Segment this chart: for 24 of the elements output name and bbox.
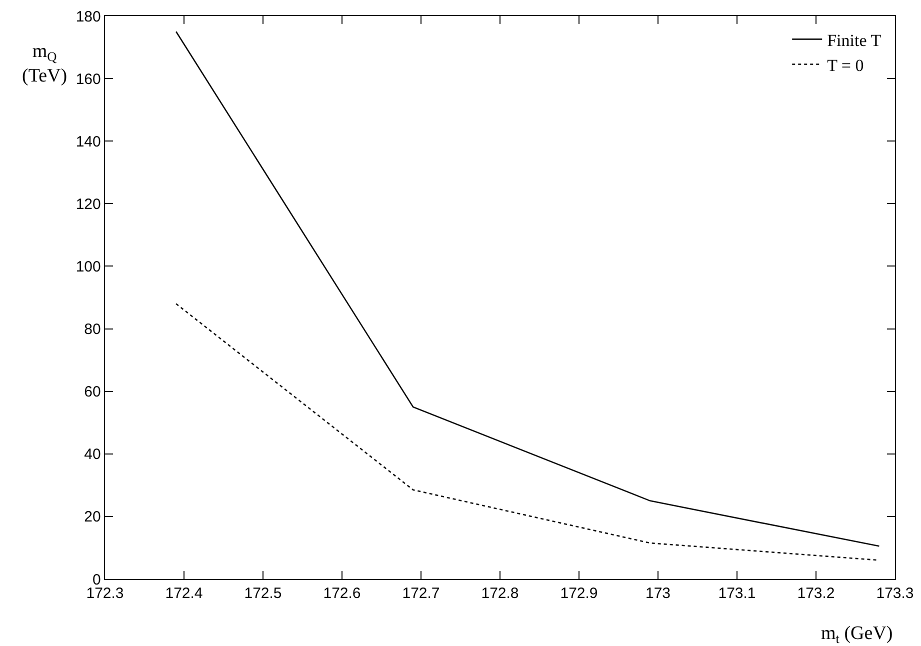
x-axis-title: m$_{t}$ (GeV) <box>821 623 893 646</box>
x-tick-label: 172.5 <box>244 585 282 602</box>
x-tick-label: 172.9 <box>560 585 598 602</box>
x-tick-label: 173 <box>645 585 671 602</box>
x-tick-label: 173.1 <box>718 585 756 602</box>
y-tick-label: 140 <box>76 133 101 150</box>
x-tick-label: 173.3 <box>876 585 914 602</box>
y-tick-label: 100 <box>76 258 101 276</box>
x-tick-label: 172.4 <box>165 585 203 602</box>
y-tick-label: 160 <box>76 70 101 88</box>
line-series <box>175 30 880 547</box>
x-tick-label: 172.7 <box>402 585 440 602</box>
y-tick-label: 60 <box>84 384 101 401</box>
x-tick-label: 173.2 <box>797 585 835 602</box>
y-tick-label: 40 <box>84 446 101 464</box>
x-tick-label: 172.6 <box>323 585 361 602</box>
y-tick-label: 20 <box>84 508 101 526</box>
y-tick-label: 80 <box>84 321 101 338</box>
y-tick-label: 180 <box>76 8 101 26</box>
legend-label: Finite T <box>827 30 882 50</box>
x-tick-label: 172.8 <box>481 585 519 602</box>
y-tick-label: 120 <box>76 196 101 213</box>
y-axis-title: m$_{Q}$ (TeV) <box>22 41 68 87</box>
legend-label: T = 0 <box>827 56 864 75</box>
